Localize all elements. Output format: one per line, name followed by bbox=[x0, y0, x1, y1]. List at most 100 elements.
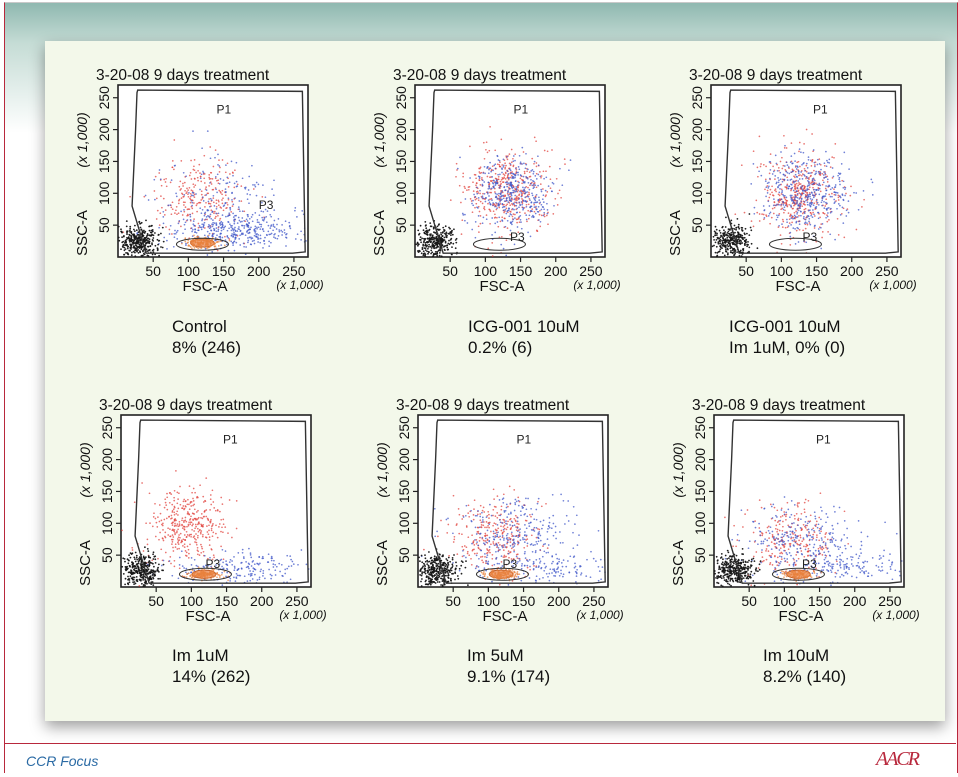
data-point bbox=[138, 571, 141, 574]
data-point bbox=[222, 561, 224, 564]
data-point bbox=[192, 504, 194, 507]
data-point bbox=[503, 174, 506, 177]
data-point bbox=[178, 523, 181, 525]
data-point bbox=[513, 204, 516, 207]
data-point bbox=[427, 250, 430, 253]
data-point bbox=[130, 248, 132, 250]
x-axis-unit: (x 1,000) bbox=[279, 608, 326, 622]
data-point bbox=[154, 502, 156, 505]
data-point bbox=[762, 205, 765, 207]
data-point bbox=[186, 208, 189, 211]
data-point bbox=[193, 537, 196, 540]
data-point bbox=[148, 240, 151, 243]
data-point bbox=[225, 563, 228, 566]
data-point bbox=[557, 192, 559, 195]
data-point bbox=[424, 249, 427, 252]
data-point bbox=[517, 197, 519, 200]
data-point bbox=[488, 201, 491, 204]
data-point bbox=[536, 230, 539, 233]
data-point bbox=[236, 183, 239, 186]
data-point bbox=[518, 154, 521, 157]
data-point bbox=[504, 217, 506, 220]
data-point bbox=[137, 252, 140, 254]
data-point bbox=[811, 183, 813, 186]
data-point bbox=[467, 512, 470, 514]
data-point bbox=[127, 245, 130, 248]
data-point bbox=[488, 183, 491, 185]
data-point bbox=[191, 204, 193, 207]
data-point bbox=[532, 172, 535, 175]
data-point bbox=[712, 235, 715, 238]
data-point bbox=[825, 208, 828, 211]
data-point bbox=[496, 198, 499, 200]
data-point bbox=[178, 539, 181, 541]
data-point bbox=[521, 182, 523, 185]
data-point bbox=[187, 195, 190, 198]
data-point bbox=[278, 229, 281, 231]
data-point bbox=[510, 558, 513, 560]
data-point bbox=[481, 222, 484, 225]
data-point bbox=[269, 227, 272, 229]
data-point bbox=[226, 203, 229, 206]
data-point bbox=[827, 207, 830, 209]
data-point bbox=[479, 184, 482, 186]
data-point bbox=[778, 194, 781, 197]
data-point bbox=[148, 492, 151, 495]
data-point bbox=[817, 171, 820, 173]
data-point bbox=[224, 191, 227, 194]
data-point bbox=[517, 174, 519, 176]
data-point bbox=[510, 161, 513, 164]
data-point bbox=[221, 202, 224, 205]
data-point bbox=[159, 178, 162, 181]
data-point bbox=[834, 143, 837, 145]
data-point bbox=[280, 563, 283, 566]
data-point bbox=[146, 538, 149, 541]
data-point bbox=[757, 175, 759, 178]
data-point bbox=[496, 512, 499, 514]
data-point bbox=[777, 226, 780, 228]
data-point bbox=[212, 243, 215, 246]
y-tick-label: 100 bbox=[96, 181, 112, 205]
data-point bbox=[803, 215, 805, 218]
data-point bbox=[176, 530, 178, 532]
data-point bbox=[230, 234, 233, 237]
y-axis-unit: (x 1,000) bbox=[77, 442, 93, 497]
data-point bbox=[714, 241, 717, 244]
data-point bbox=[197, 509, 199, 512]
data-point bbox=[175, 205, 178, 208]
data-point bbox=[494, 172, 497, 175]
data-point bbox=[833, 191, 836, 194]
data-point bbox=[222, 209, 225, 212]
data-point bbox=[507, 201, 510, 203]
data-point bbox=[515, 190, 518, 193]
data-point bbox=[834, 184, 837, 186]
x-tick-label: 250 bbox=[875, 263, 899, 279]
data-point bbox=[478, 179, 481, 181]
data-point bbox=[171, 529, 174, 532]
data-point bbox=[442, 246, 445, 248]
data-point bbox=[842, 180, 845, 183]
data-point bbox=[210, 217, 213, 220]
data-point bbox=[246, 230, 249, 232]
data-point bbox=[793, 152, 796, 155]
data-point bbox=[197, 517, 199, 520]
data-point bbox=[501, 198, 503, 201]
data-point bbox=[813, 215, 816, 217]
data-point bbox=[229, 173, 231, 175]
data-point bbox=[440, 239, 443, 242]
data-point bbox=[143, 252, 145, 255]
data-point bbox=[135, 229, 138, 232]
data-point bbox=[205, 245, 208, 248]
data-point bbox=[249, 552, 252, 554]
data-point bbox=[534, 184, 537, 187]
data-point bbox=[146, 570, 149, 572]
data-point bbox=[458, 184, 461, 187]
data-point bbox=[432, 241, 434, 244]
data-point bbox=[788, 203, 791, 206]
data-point bbox=[222, 531, 224, 534]
data-point bbox=[817, 187, 820, 189]
data-point bbox=[189, 246, 192, 248]
p1-label: P1 bbox=[223, 433, 238, 447]
data-point bbox=[159, 531, 161, 534]
data-point bbox=[415, 243, 418, 246]
